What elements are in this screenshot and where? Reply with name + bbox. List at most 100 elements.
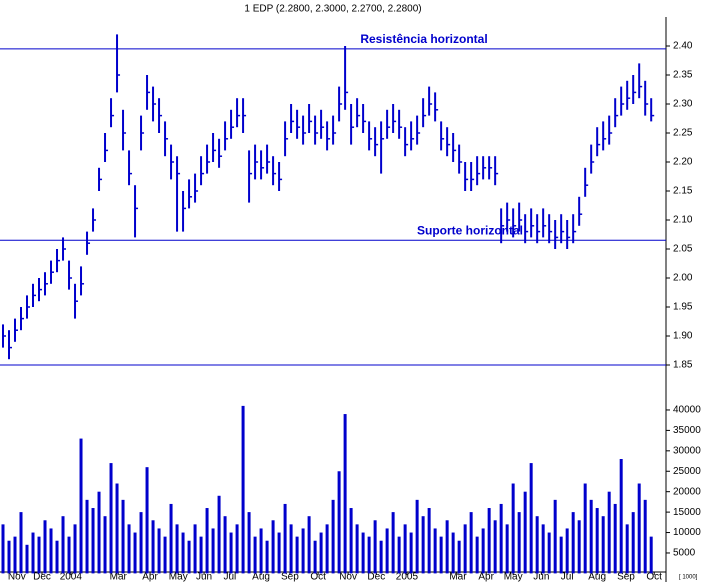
volume-bar [127, 524, 131, 574]
x-tick-label: Jun [196, 572, 212, 582]
volume-bar [547, 532, 551, 574]
volume-bar [601, 516, 605, 574]
volume-bar [109, 463, 113, 574]
y-tick-label: 20000 [673, 486, 701, 497]
x-tick-label: Mar [110, 572, 128, 582]
volume-bar [55, 540, 59, 574]
volume-bar [499, 503, 503, 574]
volume-bar [451, 532, 455, 574]
y-tick-label: 1.90 [673, 331, 693, 342]
y-tick-label: 2.05 [673, 244, 693, 255]
volume-bar [199, 536, 203, 574]
y-tick-label: 2.25 [673, 128, 693, 139]
volume-bar [541, 524, 545, 574]
volume-bar [13, 536, 17, 574]
volume-bar [319, 532, 323, 574]
volume-bar [427, 508, 431, 574]
x-tick-label: Apr [478, 572, 494, 582]
volume-bar [439, 536, 443, 574]
y-tick-label: 2.35 [673, 70, 693, 81]
volume-bar [559, 536, 563, 574]
volume-bar [247, 512, 251, 574]
volume-bar [517, 512, 521, 574]
volume-bar [181, 532, 185, 574]
volume-bar [337, 471, 341, 574]
y-tick-label: 2.40 [673, 41, 693, 52]
y-tick-label: 10000 [673, 527, 701, 538]
y-tick-label: 2.00 [673, 273, 693, 284]
x-tick-label: Jun [533, 572, 549, 582]
volume-bar [157, 528, 161, 574]
x-tick-label: Nov [339, 572, 357, 582]
volume-bar [301, 528, 305, 574]
volume-bar [391, 512, 395, 574]
y-tick-label: 30000 [673, 445, 701, 456]
y-tick-label: 2.10 [673, 215, 693, 226]
volume-bar [409, 532, 413, 574]
volume-bar [121, 499, 125, 574]
volume-bar [187, 540, 191, 574]
volume-bar [529, 463, 533, 574]
volume-bar [403, 524, 407, 574]
volume-bar [589, 499, 593, 574]
volume-bar [241, 405, 245, 574]
volume-bar [367, 536, 371, 574]
x-tick-label: Sep [617, 572, 635, 582]
volume-bar [505, 524, 509, 574]
volume-bar [163, 536, 167, 574]
x-tick-label: May [504, 572, 523, 582]
volume-bar [1, 524, 5, 574]
x-tick-label: Dec [33, 572, 51, 582]
volume-bar [385, 528, 389, 574]
y-tick-label: 35000 [673, 425, 701, 436]
y-tick-label: 2.30 [673, 99, 693, 110]
volume-bar [31, 532, 35, 574]
chart-title: 1 EDP (2.2800, 2.3000, 2.2700, 2.2800) [244, 4, 421, 15]
volume-bar [457, 540, 461, 574]
volume-bar [625, 524, 629, 574]
volume-bar [133, 532, 137, 574]
volume-bar [325, 524, 329, 574]
volume-bar [481, 528, 485, 574]
volume-bar [577, 520, 581, 574]
volume-bar [349, 508, 353, 574]
x-tick-label: Sep [281, 572, 299, 582]
volume-bar [229, 532, 233, 574]
volume-bar [295, 536, 299, 574]
volume-bar [97, 491, 101, 574]
volume-bar [565, 528, 569, 574]
volume-bar [91, 508, 95, 574]
volume-bar [535, 516, 539, 574]
volume-bar [583, 483, 587, 574]
volume-bar [253, 536, 257, 574]
volume-bar [19, 512, 23, 574]
y-tick-label: 2.20 [673, 157, 693, 168]
volume-bar [331, 499, 335, 574]
y-tick-label: 15000 [673, 507, 701, 518]
y-tick-label: 1.95 [673, 302, 693, 313]
volume-bar [433, 528, 437, 574]
y-tick-label: 5000 [673, 548, 696, 559]
volume-bar [151, 520, 155, 574]
x-tick-label: Dec [367, 572, 385, 582]
volume-bar [595, 508, 599, 574]
y-tick-label: 1.85 [673, 360, 693, 371]
annotation: Resistência horizontal [360, 32, 487, 46]
volume-bar [643, 499, 647, 574]
volume-bar [343, 414, 347, 574]
volume-bar [259, 528, 263, 574]
volume-bar [85, 499, 89, 574]
volume-bar [493, 520, 497, 574]
volume-bar [145, 467, 149, 574]
volume-bar [265, 540, 269, 574]
volume-bar [445, 520, 449, 574]
volume-bar [421, 516, 425, 574]
volume-bar [235, 524, 239, 574]
x-tick-label: Mar [449, 572, 467, 582]
volume-bar [571, 512, 575, 574]
x-tick-label: Aug [252, 572, 270, 582]
volume-bar [613, 503, 617, 574]
x-tick-label: Jul [223, 572, 236, 582]
